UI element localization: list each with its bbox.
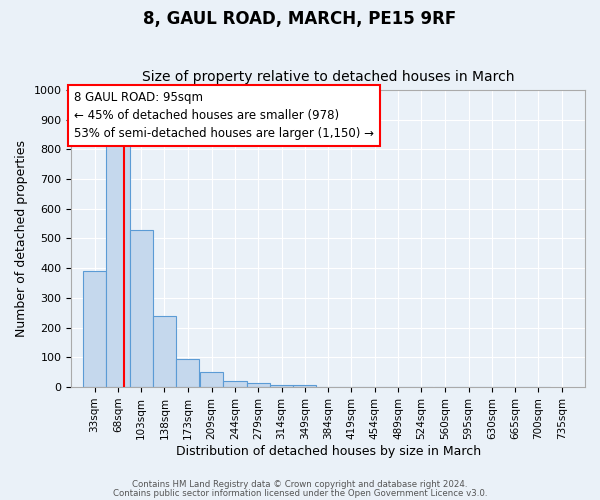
Bar xyxy=(130,230,153,387)
Text: 8, GAUL ROAD, MARCH, PE15 9RF: 8, GAUL ROAD, MARCH, PE15 9RF xyxy=(143,10,457,28)
X-axis label: Distribution of detached houses by size in March: Distribution of detached houses by size … xyxy=(176,444,481,458)
Y-axis label: Number of detached properties: Number of detached properties xyxy=(15,140,28,337)
Bar xyxy=(200,372,223,387)
Bar xyxy=(153,316,176,387)
Title: Size of property relative to detached houses in March: Size of property relative to detached ho… xyxy=(142,70,514,85)
Text: 8 GAUL ROAD: 95sqm
← 45% of detached houses are smaller (978)
53% of semi-detach: 8 GAUL ROAD: 95sqm ← 45% of detached hou… xyxy=(74,92,374,140)
Bar xyxy=(293,385,316,387)
Bar xyxy=(176,359,199,387)
Text: Contains HM Land Registry data © Crown copyright and database right 2024.: Contains HM Land Registry data © Crown c… xyxy=(132,480,468,489)
Bar xyxy=(247,382,270,387)
Bar xyxy=(223,380,247,387)
Bar xyxy=(270,384,293,387)
Bar xyxy=(106,140,130,387)
Text: Contains public sector information licensed under the Open Government Licence v3: Contains public sector information licen… xyxy=(113,489,487,498)
Bar xyxy=(83,271,106,387)
